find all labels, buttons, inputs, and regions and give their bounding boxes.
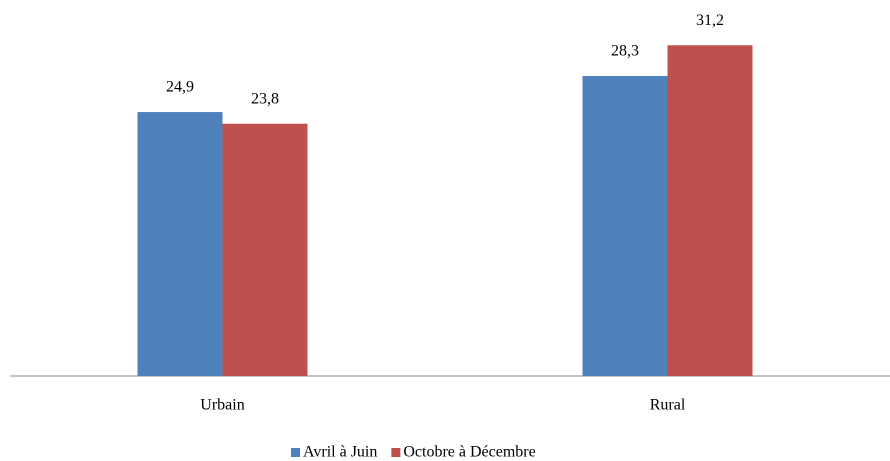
data-label: 23,8 [251, 90, 279, 107]
data-label: 24,9 [166, 79, 194, 96]
data-label: 31,2 [696, 12, 724, 29]
legend-label: Avril à Juin [303, 444, 377, 461]
x-tick-label: Urbain [200, 397, 244, 414]
legend-swatch [391, 448, 401, 457]
x-tick-label: Rural [650, 397, 686, 414]
bar [222, 123, 308, 376]
bar [582, 76, 668, 377]
bar [667, 45, 753, 376]
bar [137, 112, 223, 376]
legend-label: Octobre à Décembre [403, 444, 535, 461]
legend-swatch [291, 448, 300, 457]
data-label: 28,3 [611, 43, 639, 60]
